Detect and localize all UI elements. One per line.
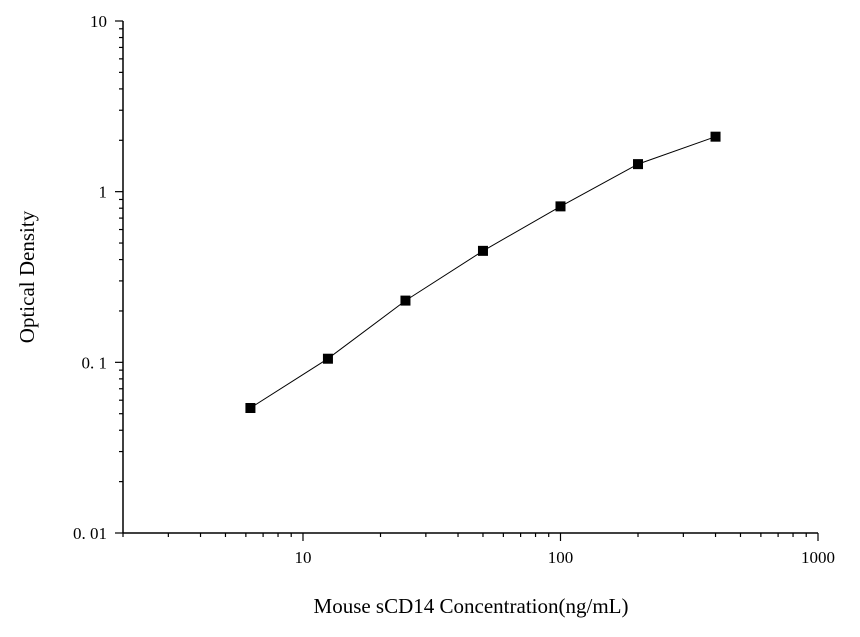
data-point-marker	[400, 295, 411, 306]
x-tick-label: 10	[294, 548, 311, 567]
data-point-marker	[245, 403, 256, 414]
x-tick-label: 100	[548, 548, 574, 567]
series-line-group	[250, 136, 716, 409]
series-line	[250, 136, 716, 409]
ticks: 0. 01 0. 1 1 10 10 100 1000	[73, 12, 835, 567]
data-points	[245, 131, 721, 414]
y-tick-label: 0. 1	[82, 353, 108, 372]
data-point-marker	[322, 353, 333, 364]
x-axis-title: Mouse sCD14 Concentration(ng/mL)	[314, 594, 629, 618]
y-tick-label: 0. 01	[73, 524, 107, 543]
data-point-marker	[555, 201, 566, 212]
y-tick-label: 10	[90, 12, 107, 31]
y-axis-title: Optical Density	[15, 210, 39, 343]
data-point-marker	[633, 159, 644, 170]
y-tick-label: 1	[99, 183, 108, 202]
data-point-marker	[710, 131, 721, 142]
x-tick-label: 1000	[801, 548, 835, 567]
data-point-marker	[477, 245, 488, 256]
axes	[122, 21, 818, 534]
